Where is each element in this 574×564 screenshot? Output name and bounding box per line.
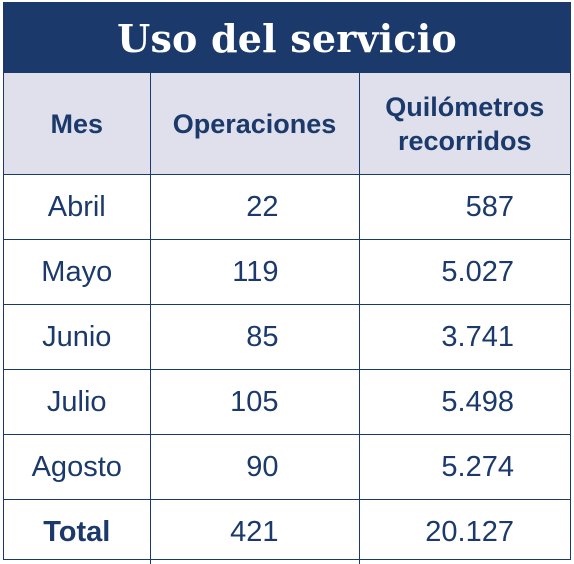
cell-operations: 22	[149, 174, 360, 240]
header-row: Mes Operaciones Quilómetros recorridos	[4, 73, 570, 175]
cell-month: Mayo	[4, 239, 151, 305]
cell-kilometers: 587	[358, 174, 570, 240]
cell-total-kilometers: 20.127	[358, 499, 570, 564]
cell-operations: 105	[149, 369, 360, 435]
cell-month: Junio	[4, 304, 151, 370]
table-row: Abril 22 587	[4, 174, 570, 240]
header-kilometers: Quilómetros recorridos	[358, 73, 570, 175]
service-usage-table-frame: Uso del servicio Mes Operaciones Quilóme…	[3, 2, 571, 564]
cell-operations: 90	[149, 434, 360, 500]
header-month: Mes	[4, 73, 151, 175]
cell-kilometers: 5.274	[358, 434, 570, 500]
table-row: Mayo 119 5.027	[4, 239, 570, 305]
table-row: Julio 105 5.498	[4, 369, 570, 435]
service-usage-table: Mes Operaciones Quilómetros recorridos A…	[4, 73, 570, 564]
cell-total-label: Total	[4, 499, 151, 564]
header-kilometers-label: Quilómetros recorridos	[385, 91, 545, 156]
cell-kilometers: 5.027	[358, 239, 570, 305]
table-row: Junio 85 3.741	[4, 304, 570, 370]
header-operations: Operaciones	[149, 73, 360, 175]
cell-kilometers: 3.741	[358, 304, 570, 370]
cell-operations: 85	[149, 304, 360, 370]
total-row: Total 421 20.127	[4, 499, 570, 564]
cell-month: Julio	[4, 369, 151, 435]
cell-kilometers: 5.498	[358, 369, 570, 435]
cell-month: Agosto	[4, 434, 151, 500]
cell-operations: 119	[149, 239, 360, 305]
cell-total-operations: 421	[149, 499, 360, 564]
cell-month: Abril	[4, 174, 151, 240]
table-title: Uso del servicio	[4, 3, 570, 73]
table-row: Agosto 90 5.274	[4, 434, 570, 500]
